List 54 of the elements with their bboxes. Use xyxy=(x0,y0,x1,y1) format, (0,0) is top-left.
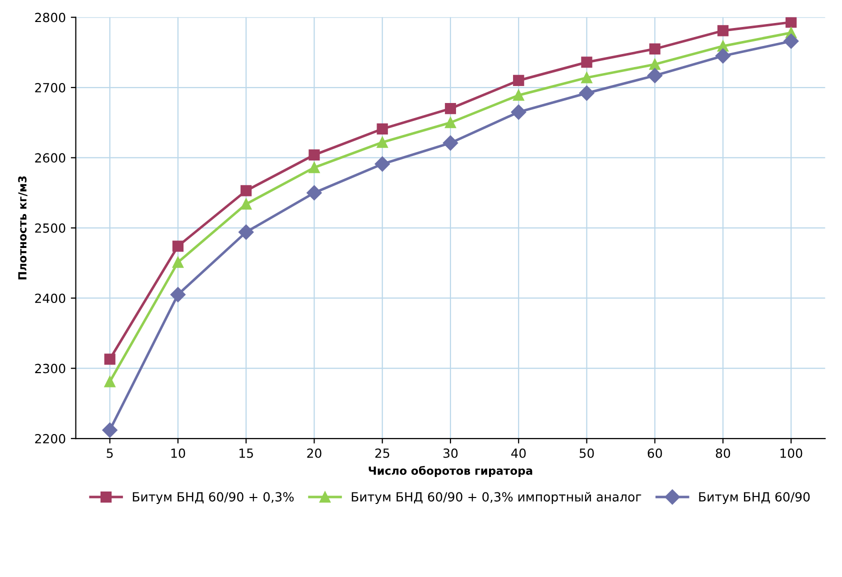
point xyxy=(240,185,252,196)
point xyxy=(308,149,320,160)
point xyxy=(104,376,116,388)
y-tick-label: 2400 xyxy=(35,294,66,304)
point xyxy=(784,34,799,49)
legend-label: Битум БНД 60/90 + 0,3% xyxy=(132,492,294,504)
point xyxy=(513,90,524,101)
point xyxy=(647,68,662,84)
y-tick-label: 2300 xyxy=(35,364,66,374)
x-tick-label: 5 xyxy=(106,448,113,458)
point xyxy=(444,103,456,114)
point xyxy=(172,256,184,268)
legend-label: Битум БНД 60/90 + 0,3% импортный аналог xyxy=(352,492,642,504)
point xyxy=(581,72,592,84)
x-tick-label: 15 xyxy=(240,448,253,458)
point xyxy=(579,86,594,101)
x-tick-label: 30 xyxy=(443,448,458,458)
point xyxy=(715,48,731,64)
point xyxy=(581,56,592,68)
x-tick-label: 20 xyxy=(307,448,322,458)
point xyxy=(513,74,524,86)
point xyxy=(444,117,456,128)
point xyxy=(104,354,116,365)
point xyxy=(442,135,458,151)
x-tick-label: 60 xyxy=(648,448,662,458)
y-tick-label: 2200 xyxy=(35,434,66,444)
x-tick-label: 10 xyxy=(171,448,186,458)
point xyxy=(308,162,320,174)
y-tick-label: 2700 xyxy=(35,82,66,92)
point xyxy=(649,43,660,54)
point xyxy=(376,136,388,148)
point xyxy=(240,198,252,210)
point xyxy=(376,123,388,134)
x-tick-label: 100 xyxy=(780,448,802,458)
x-tick-label: 50 xyxy=(580,448,594,458)
x-tick-label: 80 xyxy=(716,448,730,458)
y-tick-label: 2600 xyxy=(35,153,66,163)
y-tick-label: 2800 xyxy=(35,12,66,22)
point xyxy=(649,58,660,70)
point xyxy=(306,185,322,200)
point xyxy=(172,240,184,252)
point xyxy=(374,156,390,172)
point xyxy=(786,17,797,28)
point xyxy=(170,287,186,302)
x-axis-title: Число оборотов гиратора xyxy=(368,466,532,478)
point xyxy=(238,224,254,240)
point xyxy=(717,25,729,36)
point xyxy=(511,104,526,120)
point xyxy=(102,422,118,438)
y-axis-title: Плотность кг/м3 xyxy=(18,176,28,280)
x-tick-label: 25 xyxy=(375,448,390,458)
legend-label: Битум БНД 60/90 xyxy=(699,492,810,504)
y-tick-label: 2500 xyxy=(35,223,66,233)
x-tick-label: 40 xyxy=(511,448,526,458)
